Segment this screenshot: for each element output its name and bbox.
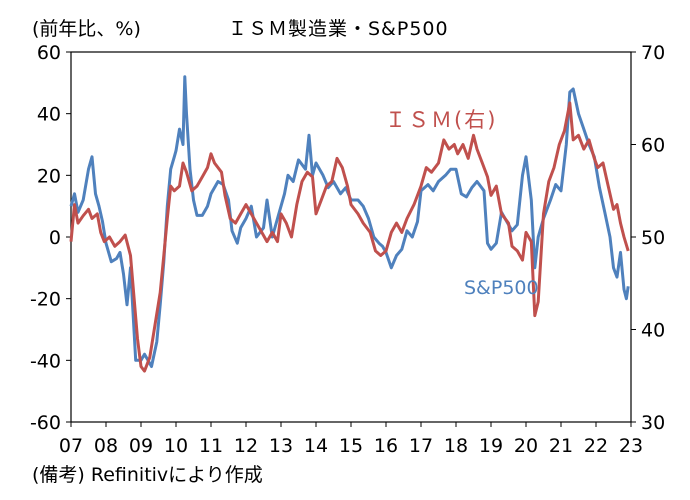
x-tick-label: 23 <box>619 435 643 457</box>
x-tick-label: 20 <box>514 435 538 457</box>
x-tick-label: 10 <box>164 435 188 457</box>
ism-series-line <box>69 101 630 373</box>
sp500-series-label: S&P500 <box>464 277 539 299</box>
x-tick-label: 13 <box>269 435 293 457</box>
right-tick-label: 50 <box>641 227 665 249</box>
chart-area: 60 40 20 0 -20 -40 -60 70 60 50 40 30 07 08 09 10 11 12… <box>30 42 665 457</box>
left-tick-label: 60 <box>37 42 61 64</box>
sp500-series-line <box>69 75 630 368</box>
x-tick-label: 17 <box>409 435 433 457</box>
series-labels: ＩＳＭ(右) S&P500 <box>385 108 539 299</box>
x-tick-label: 11 <box>199 435 223 457</box>
x-tick-label: 07 <box>59 435 83 457</box>
series-layer <box>69 75 630 373</box>
left-tick-label: -40 <box>30 350 61 372</box>
right-tick-label: 70 <box>641 42 665 64</box>
left-tick-label: -60 <box>30 412 61 434</box>
x-tick-label: 18 <box>444 435 468 457</box>
left-axis: 60 40 20 0 -20 -40 -60 <box>30 42 71 434</box>
x-tick-label: 19 <box>479 435 503 457</box>
left-tick-label: 40 <box>37 104 61 126</box>
x-tick-label: 22 <box>584 435 608 457</box>
source-note: (備考) Refinitivにより作成 <box>32 464 263 486</box>
x-axis: 07 08 09 10 11 12 13 14 15 16 17 18 19 20 21 22 23 <box>59 422 643 457</box>
ism-series-label: ＩＳＭ(右) <box>385 108 497 132</box>
x-tick-label: 09 <box>129 435 153 457</box>
x-tick-label: 16 <box>374 435 398 457</box>
right-tick-label: 30 <box>641 412 665 434</box>
x-tick-label: 12 <box>234 435 258 457</box>
x-tick-label: 08 <box>94 435 118 457</box>
x-tick-label: 14 <box>304 435 328 457</box>
right-tick-label: 40 <box>641 320 665 342</box>
unit-label: (前年比、%) <box>32 18 141 40</box>
plot-frame <box>70 51 632 423</box>
left-tick-label: 20 <box>37 165 61 187</box>
x-tick-label: 21 <box>549 435 573 457</box>
x-tick-label: 15 <box>339 435 363 457</box>
chart-title: ＩＳＭ製造業・S&P500 <box>228 18 449 40</box>
right-tick-label: 60 <box>641 135 665 157</box>
left-tick-label: -20 <box>30 289 61 311</box>
right-axis: 70 60 50 40 30 <box>631 42 665 434</box>
left-tick-label: 0 <box>49 227 61 249</box>
